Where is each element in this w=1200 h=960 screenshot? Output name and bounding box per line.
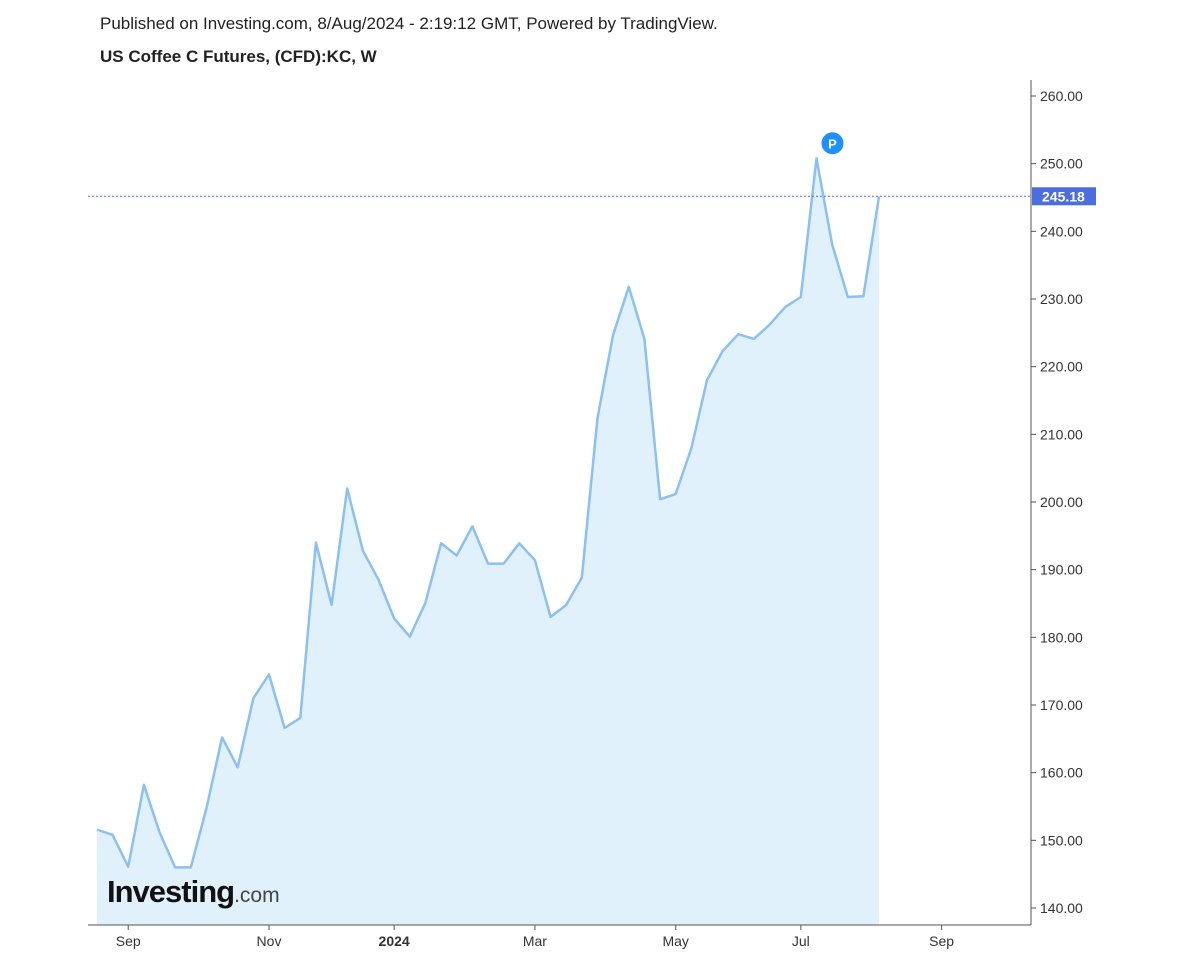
x-tick-label: Jul: [792, 933, 810, 949]
last-price-label: 245.18: [1042, 188, 1085, 204]
x-tick-label: May: [662, 933, 688, 949]
x-tick-label: Nov: [257, 933, 282, 949]
x-tick-label: Mar: [523, 933, 547, 949]
investing-logo: Investing.com: [107, 874, 280, 909]
y-tick-label: 210.00: [1040, 426, 1083, 442]
y-tick-label: 240.00: [1040, 223, 1083, 239]
x-tick-label: Sep: [929, 933, 954, 949]
y-tick-label: 200.00: [1040, 494, 1083, 510]
published-note: Published on Investing.com, 8/Aug/2024 -…: [100, 14, 718, 33]
y-tick-label: 160.00: [1040, 765, 1083, 781]
y-tick-label: 190.00: [1040, 562, 1083, 578]
y-tick-label: 150.00: [1040, 832, 1083, 848]
y-tick-label: 140.00: [1040, 900, 1083, 916]
event-marker-icon: [821, 132, 844, 155]
y-tick-label: 220.00: [1040, 359, 1083, 375]
y-tick-label: 250.00: [1040, 156, 1083, 172]
x-tick-label: 2024: [379, 933, 410, 949]
y-tick-label: 170.00: [1040, 697, 1083, 713]
event-marker-label: P: [828, 136, 837, 151]
y-tick-label: 230.00: [1040, 291, 1083, 307]
x-tick-label: Sep: [116, 933, 141, 949]
y-tick-label: 260.00: [1040, 88, 1083, 104]
area-fill: [96, 158, 879, 926]
last-price-badge: [1032, 187, 1096, 206]
chart-title: US Coffee C Futures, (CFD):KC, W: [100, 47, 377, 66]
y-tick-label: 180.00: [1040, 629, 1083, 645]
